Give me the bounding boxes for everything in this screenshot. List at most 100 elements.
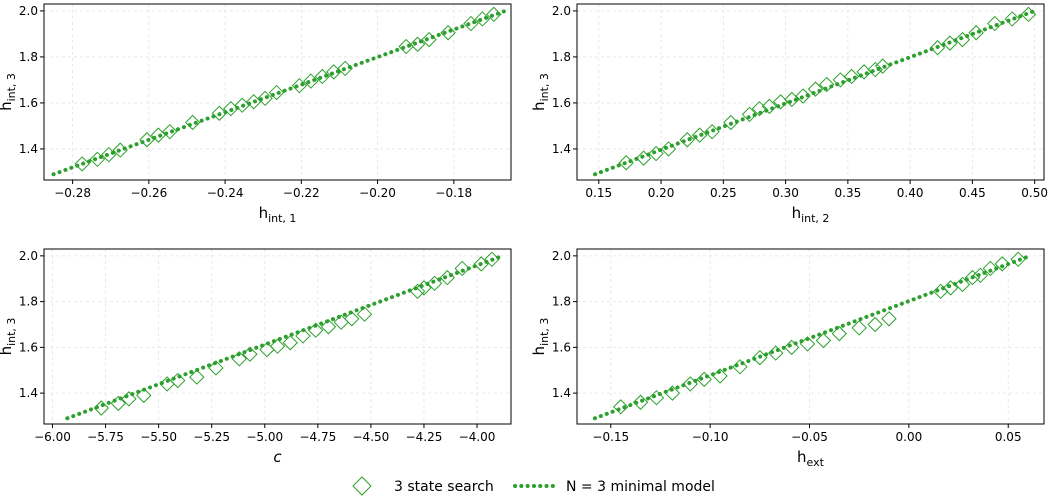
data-point [223,100,239,117]
data-point [184,114,201,131]
data-point [136,387,152,404]
data-point [682,376,698,392]
legend: 3 state search N = 3 minimal model [352,476,715,496]
x-tick-label: −0.10 [692,430,729,444]
data-point [867,61,883,78]
data-point [337,60,353,77]
data-point [245,94,262,110]
data-point [189,369,205,385]
subplot-2: 0.15 0.20 0.25 0.30 0.35 0.40 0.45 0.50 1.4 1.6 1.… [530,3,1048,225]
data-point [1010,251,1026,268]
x-tick-label: 0.20 [648,186,675,200]
data-point [982,260,999,277]
x-tick-label: −5.75 [87,430,124,444]
data-point [867,316,883,333]
data-point [799,336,816,352]
x-tick-label: −4.50 [353,430,390,444]
data-point [954,31,971,48]
data-point [303,73,319,89]
legend-diamond-marker [352,476,372,496]
data-point [268,84,285,101]
data-point [741,106,758,123]
axes-frame [43,248,512,425]
subplot-1: −0.28 −0.26 −0.24 −0.22 −0.20 −0.18 1.4 1.6 1.8 2… [0,3,512,225]
data-point [416,280,432,296]
x-tick-label: −6.00 [34,430,71,444]
x-tick-label: 0.05 [995,430,1022,444]
data-point [409,283,426,300]
data-point [110,395,127,412]
data-point [1004,11,1020,27]
x-tick-label: 0.25 [710,186,737,200]
y-axis-label: hint, 3 [530,73,551,111]
y-tick-label: 1.4 [552,386,571,400]
y-tick-label: 2.0 [552,249,571,263]
data-point [807,81,824,97]
data-point [356,306,373,322]
y-tick-label: 1.4 [552,142,571,156]
axes-frame [576,3,1045,181]
data-point [929,40,946,56]
data-point [463,15,479,32]
y-tick-label: 1.4 [19,142,38,156]
data-point [968,25,984,41]
data-point [454,260,470,277]
data-point [875,58,891,74]
data-point [660,141,677,157]
x-tick-label: 0.15 [585,186,612,200]
axes-frame [43,3,512,181]
data-point [881,311,897,327]
x-tick-label: 0.40 [897,186,924,200]
data-point [93,400,110,416]
x-tick-label: −4.25 [406,430,443,444]
x-tick-label: 0.30 [772,186,799,200]
x-tick-label: 0.00 [896,430,923,444]
x-tick-label: −0.26 [130,186,167,200]
data-point [818,76,835,93]
x-tick-label: −0.28 [54,186,91,200]
x-axis-label: hint, 1 [259,204,297,225]
data-point [211,105,228,121]
data-point [704,123,720,140]
data-point [664,385,681,401]
y-tick-label: 1.8 [19,50,38,64]
y-tick-label: 1.6 [19,340,38,354]
x-tick-label: −5.25 [193,430,230,444]
y-axis-label: hint, 3 [0,318,18,356]
model-line [65,253,505,421]
x-tick-label: −5.00 [246,430,283,444]
data-point [795,88,811,104]
data-point [234,97,250,113]
data-point [783,339,800,356]
data-point [723,114,739,131]
data-point [696,371,712,388]
legend-entry-line: N = 3 minimal model [513,479,715,495]
y-tick-label: 2.0 [19,249,38,263]
legend-label-scatter: 3 state search [394,479,494,495]
data-point [679,132,695,148]
data-point [484,251,500,268]
data-point [768,345,784,361]
data-point [242,346,258,362]
legend-entry-scatter: 3 state search [352,476,494,496]
data-point [89,151,106,168]
data-point [439,269,456,286]
data-point [231,351,247,367]
x-tick-label: −5.50 [140,430,177,444]
data-point [421,31,437,48]
x-tick-label: −0.05 [791,430,828,444]
x-tick-label: −4.00 [459,430,496,444]
data-point [474,11,491,27]
data-point [121,391,137,407]
data-point [398,38,414,55]
data-point [648,145,664,162]
data-point [139,132,155,148]
data-point [856,64,872,80]
x-tick-label: −0.20 [359,186,396,200]
data-point [426,275,443,292]
legend-label-line: N = 3 minimal model [566,479,715,495]
data-point [691,127,708,143]
data-point [473,256,489,272]
data-point [1020,6,1037,23]
y-tick-label: 2.0 [552,4,571,18]
